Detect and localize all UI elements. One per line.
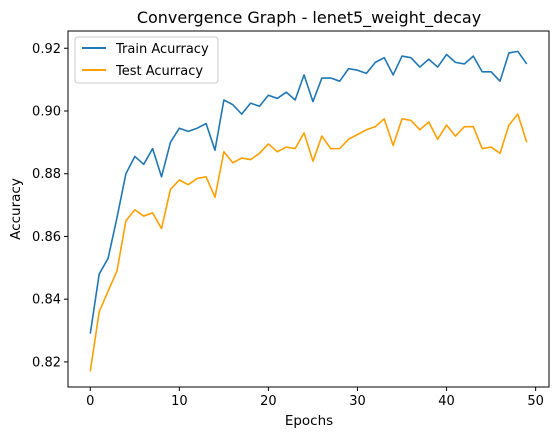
x-tick-label: 30 bbox=[349, 394, 366, 409]
series-layer bbox=[89, 50, 528, 372]
series-line-test bbox=[89, 113, 528, 372]
legend-label-train: Train Acurracy bbox=[115, 42, 209, 57]
legend-box bbox=[74, 36, 219, 84]
y-tick-label: 0.86 bbox=[32, 230, 61, 245]
y-tick-label: 0.82 bbox=[32, 355, 61, 370]
chart-title: Convergence Graph - lenet5_weight_decay bbox=[137, 8, 481, 28]
x-tick-label: 0 bbox=[86, 394, 94, 409]
y-axis-label: Accuracy bbox=[8, 178, 24, 240]
legend: Train Acurracy Test Acurracy bbox=[74, 36, 219, 84]
series-line-train bbox=[89, 50, 528, 334]
y-tick-label: 0.88 bbox=[32, 167, 61, 182]
y-tick-label: 0.84 bbox=[32, 293, 61, 308]
y-axis-ticks: 0.82 0.84 0.86 0.88 0.90 0.92 bbox=[32, 42, 68, 370]
legend-label-test: Test Acurracy bbox=[115, 64, 203, 79]
x-tick-label: 20 bbox=[260, 394, 277, 409]
x-axis-label: Epochs bbox=[285, 413, 333, 429]
x-axis-ticks: 0 10 20 30 40 50 bbox=[86, 387, 544, 409]
plot-frame bbox=[67, 30, 550, 388]
y-tick-label: 0.90 bbox=[32, 104, 61, 119]
y-tick-label: 0.92 bbox=[32, 42, 61, 57]
x-tick-label: 50 bbox=[527, 394, 544, 409]
x-tick-label: 40 bbox=[438, 394, 455, 409]
x-tick-label: 10 bbox=[171, 394, 188, 409]
